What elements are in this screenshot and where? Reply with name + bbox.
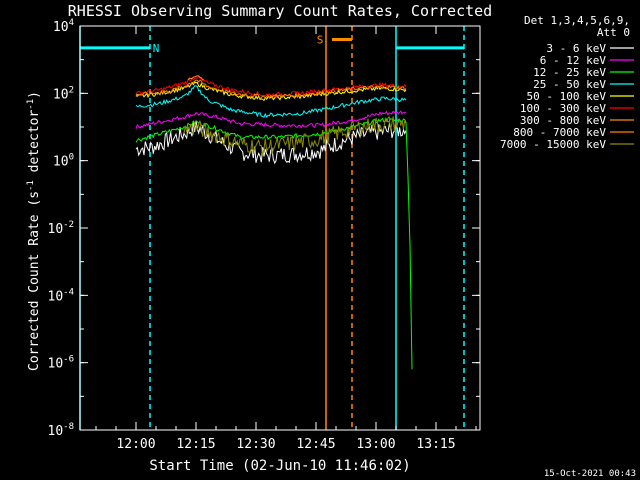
y-label-part-1: Corrected Count Rate (s: [27, 191, 42, 371]
legend-header-1: Att 0: [597, 26, 630, 39]
instrument-flag-lines: [79, 26, 465, 430]
x-tick-label-4: 13:00: [356, 437, 395, 452]
x-tick-label-5: 13:15: [416, 437, 455, 452]
series-line-7: [135, 79, 407, 100]
y-tick-label-5: 10-6: [48, 355, 75, 372]
x-tick-label-2: 12:30: [236, 437, 275, 452]
legend-label-1: 6 - 12 keV: [540, 54, 607, 67]
legend-label-6: 300 - 800 keV: [520, 114, 606, 127]
legend-label-8: 7000 - 15000 keV: [500, 138, 606, 151]
axes: 104 102 100 10-2 10-4 10-6 10-8 12:00 12:15 12:30…: [48, 18, 480, 452]
y-tick-label-2: 100: [53, 153, 74, 170]
legend-label-2: 12 - 25 keV: [533, 66, 606, 79]
series-line-2: [135, 117, 413, 370]
legend-label-0: 3 - 6 keV: [546, 42, 606, 55]
x-tick-label-1: 12:15: [176, 437, 215, 452]
x-tick-label-0: 12:00: [116, 437, 155, 452]
y-label-sup-1: -1: [26, 180, 36, 191]
y-tick-label-1: 102: [53, 85, 74, 102]
y-label-part-2: detector: [27, 110, 42, 181]
legend-label-7: 800 - 7000 keV: [513, 126, 606, 139]
flag-label-0: N: [153, 42, 160, 55]
x-tick-label-3: 12:45: [296, 437, 335, 452]
legend-label-5: 100 - 300 keV: [520, 102, 606, 115]
legend-header-0: Det 1,3,4,5,6,9,: [524, 14, 630, 27]
legend-label-4: 50 - 100 keV: [527, 90, 607, 103]
x-axis-label: Start Time (02-Jun-10 11:46:02): [149, 458, 410, 474]
y-tick-label-4: 10-4: [48, 287, 75, 304]
series-line-6: [187, 75, 205, 81]
series-lines: [135, 75, 413, 370]
y-axis-label: Corrected Count Rate (s-1 detector-1): [26, 91, 42, 371]
footer-timestamp: 15-Oct-2021 00:43: [544, 469, 636, 479]
plot-frame: [79, 25, 481, 431]
y-tick-label-6: 10-8: [48, 422, 75, 439]
y-tick-label-3: 10-2: [48, 220, 75, 237]
flag-label-1: S: [317, 33, 324, 46]
series-line-8: [183, 115, 407, 156]
instrument-flag-bars: NS: [80, 33, 464, 55]
y-label-sup-2: -1: [26, 99, 36, 110]
series-line-3: [135, 85, 407, 118]
series-line-1: [135, 110, 407, 130]
chart-title: RHESSI Observing Summary Count Rates, Co…: [68, 2, 492, 20]
y-tick-label-0: 104: [53, 18, 74, 35]
legend-label-3: 25 - 50 keV: [533, 78, 606, 91]
y-label-part-3: ): [27, 91, 42, 99]
